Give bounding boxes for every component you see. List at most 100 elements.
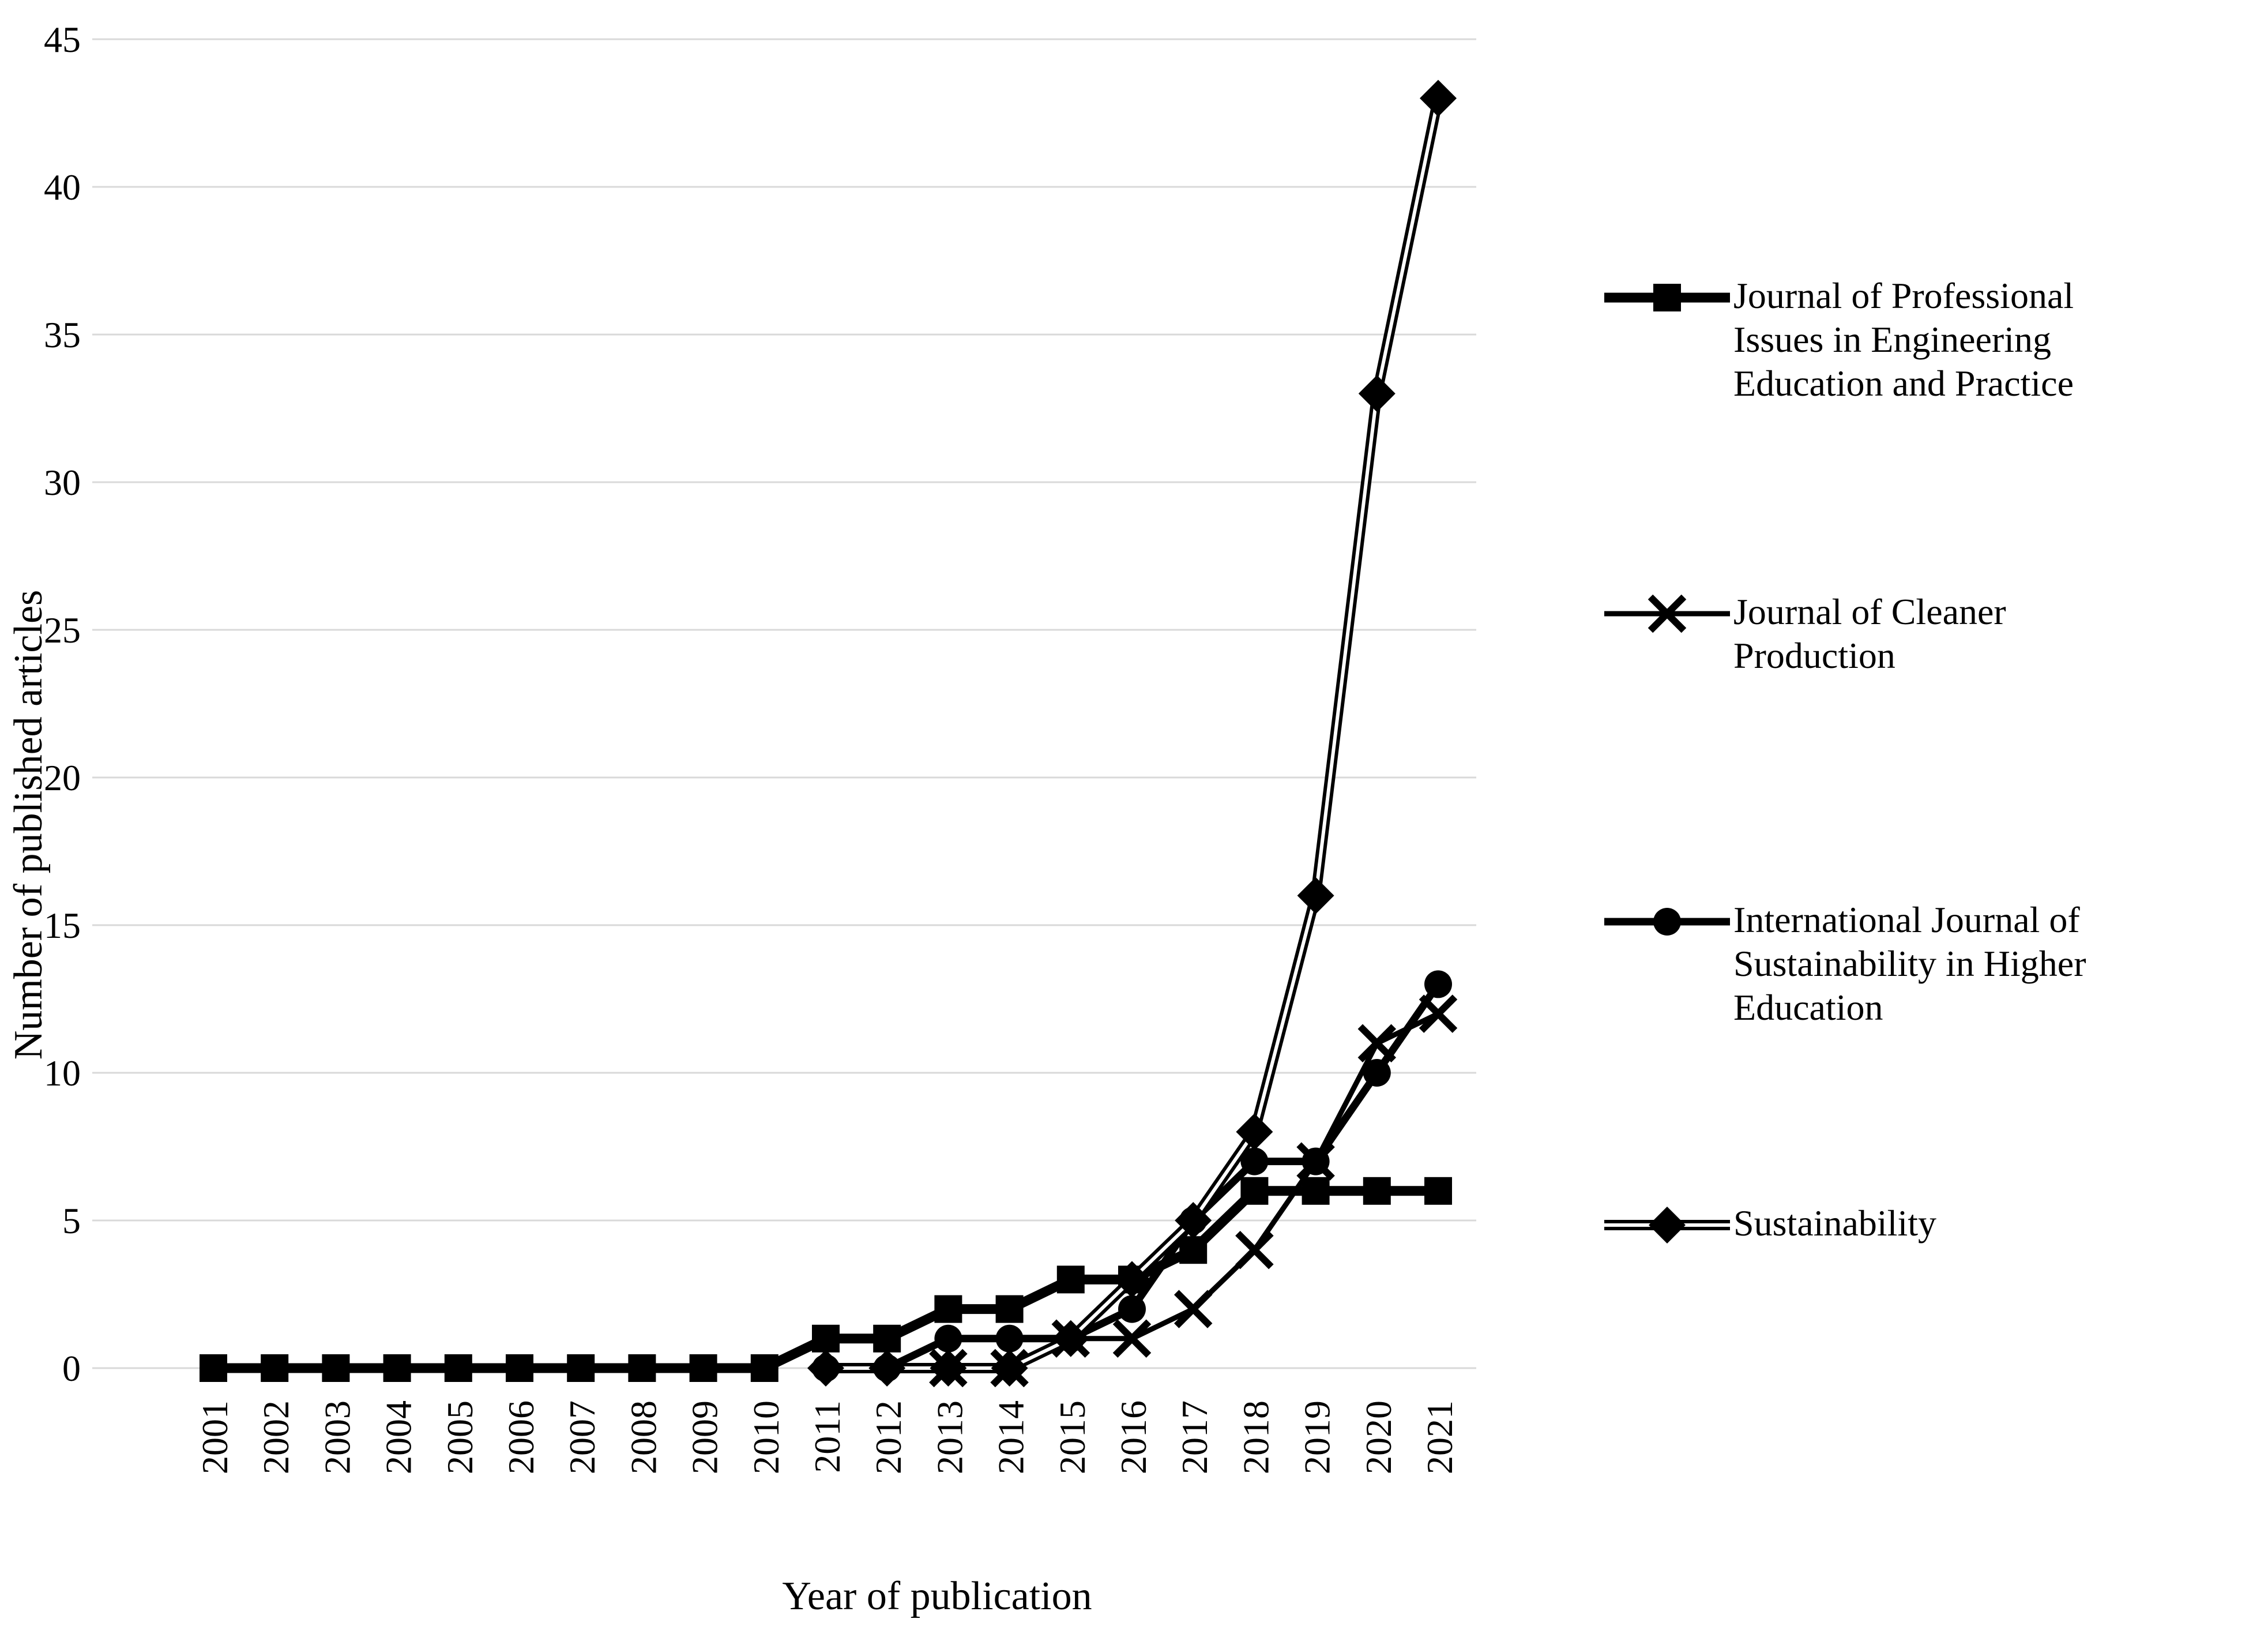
y-axis-tick-labels: 0 5 10 15 20 25 30 35 40 45	[44, 19, 81, 1389]
y-tick-label-10: 10	[44, 1053, 81, 1094]
square-marker	[812, 1324, 840, 1353]
y-tick-label-0: 0	[62, 1348, 81, 1389]
legend-label: Sustainability	[1733, 1203, 1936, 1244]
circle-marker	[1302, 1147, 1330, 1175]
x-marker	[1357, 1024, 1397, 1063]
x-tick-label-2002: 2002	[255, 1400, 296, 1474]
diamond-marker	[1052, 1320, 1089, 1357]
legend-label: Journal of Professional	[1733, 275, 2074, 316]
x-marker	[1235, 1230, 1274, 1269]
gridlines	[92, 38, 1476, 1369]
x-tick-label-2020: 2020	[1358, 1400, 1399, 1474]
square-marker	[1179, 1236, 1208, 1264]
x-marker	[1112, 1319, 1152, 1358]
square-marker	[1363, 1177, 1391, 1205]
y-tick-label-30: 30	[44, 462, 81, 503]
square-marker	[1424, 1177, 1452, 1205]
square-marker	[506, 1354, 533, 1382]
legend-label: International Journal of	[1733, 899, 2080, 940]
x-tick-label-2006: 2006	[501, 1400, 541, 1474]
square-marker	[261, 1354, 289, 1382]
legend-label: Journal of Cleaner	[1733, 591, 2006, 632]
circle-marker	[1240, 1147, 1269, 1175]
x-tick-label-2003: 2003	[317, 1400, 358, 1474]
y-axis-title: Number of published articles	[6, 590, 51, 1060]
diamond-marker	[868, 1350, 906, 1387]
x-marker	[1174, 1290, 1213, 1328]
legend-label: Production	[1733, 635, 1895, 676]
square-marker	[567, 1354, 595, 1382]
circle-marker	[1653, 908, 1681, 936]
circle-marker	[1363, 1059, 1391, 1087]
diamond-marker	[1175, 1202, 1212, 1239]
circle-marker	[995, 1324, 1024, 1353]
square-marker	[873, 1324, 901, 1353]
x-tick-label-2019: 2019	[1297, 1400, 1338, 1474]
x-marker	[1648, 594, 1687, 633]
circle-marker	[1424, 970, 1452, 998]
square-marker	[200, 1354, 227, 1382]
square-marker	[1653, 284, 1681, 311]
y-tick-label-40: 40	[44, 167, 81, 208]
series-square	[200, 1177, 1452, 1382]
legend-item-3: Sustainability	[1604, 1203, 1936, 1244]
square-marker	[383, 1354, 411, 1382]
x-tick-label-2012: 2012	[868, 1400, 909, 1474]
square-marker	[689, 1354, 717, 1382]
square-marker	[934, 1295, 962, 1323]
y-tick-label-45: 45	[44, 19, 81, 60]
x-tick-label-2017: 2017	[1174, 1400, 1215, 1474]
x-tick-label-2015: 2015	[1052, 1400, 1093, 1474]
y-tick-label-25: 25	[44, 610, 81, 651]
diamond-marker	[1114, 1261, 1150, 1298]
x-tick-label-2008: 2008	[623, 1400, 664, 1474]
x-tick-label-2010: 2010	[746, 1400, 787, 1474]
x-tick-label-2021: 2021	[1419, 1400, 1460, 1474]
square-marker	[1302, 1177, 1330, 1205]
circle-marker	[1118, 1295, 1146, 1323]
diamond-marker	[1358, 375, 1396, 412]
y-tick-label-15: 15	[44, 905, 81, 946]
diamond-marker	[1297, 877, 1334, 914]
series-diamond	[807, 80, 1457, 1387]
x-tick-label-2007: 2007	[562, 1400, 603, 1474]
square-marker	[1056, 1265, 1085, 1294]
x-axis-tick-labels: 2001 2002 2003 2004 2005 2006 2007 2008 2009 2010…	[194, 1400, 1460, 1474]
diamond-marker	[1649, 1207, 1686, 1244]
diamond-marker	[991, 1350, 1028, 1387]
x-tick-label-2018: 2018	[1235, 1400, 1276, 1474]
x-tick-label-2013: 2013	[929, 1400, 970, 1474]
diamond-marker	[1420, 80, 1457, 117]
square-marker	[995, 1295, 1024, 1323]
series-line	[826, 97, 1443, 1373]
legend-label: Education	[1733, 987, 1883, 1028]
square-marker	[444, 1354, 472, 1382]
circle-marker	[934, 1324, 962, 1353]
y-tick-label-5: 5	[62, 1200, 81, 1241]
x-marker	[1419, 994, 1458, 1033]
series-circle	[812, 970, 1452, 1382]
x-tick-label-2005: 2005	[439, 1400, 480, 1474]
diamond-marker	[807, 1350, 844, 1387]
square-marker	[1240, 1177, 1269, 1205]
series-line-inner	[826, 97, 1440, 1370]
square-marker	[322, 1354, 350, 1382]
x-tick-label-2014: 2014	[991, 1400, 1032, 1474]
x-tick-label-2016: 2016	[1113, 1400, 1154, 1474]
square-marker	[628, 1354, 656, 1382]
x-tick-label-2001: 2001	[194, 1400, 235, 1474]
x-tick-label-2011: 2011	[807, 1400, 848, 1473]
legend-label: Education and Practice	[1733, 363, 2074, 404]
legend-label: Sustainability in Higher	[1733, 943, 2086, 984]
square-marker	[750, 1354, 778, 1382]
x-tick-label-2009: 2009	[684, 1400, 725, 1474]
x-axis-title: Year of publication	[782, 1574, 1092, 1618]
x-tick-label-2004: 2004	[378, 1400, 419, 1474]
diamond-marker	[1236, 1113, 1273, 1151]
y-tick-label-20: 20	[44, 757, 81, 798]
